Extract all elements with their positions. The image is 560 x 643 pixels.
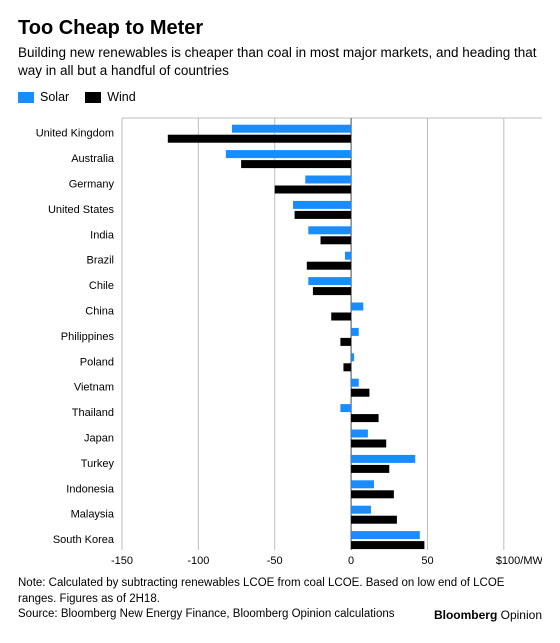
category-label: Vietnam [74,382,114,394]
category-label: China [85,306,115,318]
bar-solar [351,430,368,438]
brand: Bloomberg Opinion [434,607,542,623]
bar-solar [293,201,351,209]
chart-plot: -150 -100 -50 0 50 $100/MWh United Kingdom Aust… [18,112,542,570]
category-label: United Kingdom [36,128,114,140]
x-tick-label: 50 [421,555,433,567]
bar-solar [226,151,351,159]
x-tick-label: -50 [267,555,283,567]
category-label: South Korea [53,535,115,547]
category-label: Chile [89,281,114,293]
bar-solar [345,252,351,260]
category-label: Australia [71,154,115,166]
chart-subtitle: Building new renewables is cheaper than … [18,44,542,80]
bar-wind [168,135,351,143]
x-tick-label: -100 [187,555,209,567]
legend-label-solar: Solar [40,90,69,104]
bar-solar [340,405,351,413]
bar-wind [351,465,389,473]
legend: Solar Wind [18,90,542,104]
bar-wind [275,186,351,194]
bar-solar [232,125,351,133]
brand-light: Opinion [501,608,542,622]
bar-wind [321,237,352,245]
bar-solar [351,354,354,362]
bar-wind [307,262,351,270]
bar-solar [351,303,363,311]
bar-wind [351,491,394,499]
legend-item-solar: Solar [18,90,69,104]
legend-label-wind: Wind [107,90,135,104]
category-label: Indonesia [66,484,115,496]
bar-wind [313,288,351,296]
category-label: Poland [80,357,114,369]
category-label: Turkey [81,458,115,470]
chart-title: Too Cheap to Meter [18,16,542,40]
x-tick-label: $100/MWh [496,555,542,567]
bar-solar [351,506,371,514]
bar-wind [241,161,351,169]
brand-bold: Bloomberg [434,608,497,622]
bar-wind [340,338,351,346]
bar-solar [351,532,420,540]
x-tick-label: 0 [348,555,354,567]
x-tick-label: -150 [111,555,133,567]
category-label: India [90,230,115,242]
bar-solar [351,481,374,489]
category-label: Japan [84,433,114,445]
bar-wind [351,415,378,423]
category-label: Germany [69,179,115,191]
bar-wind [295,211,352,219]
chart-svg: -150 -100 -50 0 50 $100/MWh United Kingdom Aust… [18,112,542,570]
bar-solar [308,278,351,286]
bar-solar [305,176,351,184]
category-label: Philippines [61,331,115,343]
legend-wind-swatch [85,92,101,103]
bar-wind [351,542,424,550]
bar-wind [351,440,386,448]
footer-note: Note: Calculated by subtracting renewabl… [18,576,542,607]
category-label: Malaysia [71,509,115,521]
bar-solar [351,328,359,336]
chart-container: Too Cheap to Meter Building new renewabl… [0,0,560,641]
legend-swatch-solar [18,92,34,103]
bar-solar [351,455,415,463]
category-label: Thailand [72,408,114,420]
category-label: United States [48,204,115,216]
legend-item-wind: Wind [85,90,135,104]
bar-wind [343,364,351,372]
bar-wind [331,313,351,321]
bar-solar [351,379,359,387]
category-label: Brazil [86,255,114,267]
bar-wind [351,516,397,524]
bar-solar [308,227,351,235]
chart-footer: Note: Calculated by subtracting renewabl… [18,576,542,623]
bar-wind [351,389,369,397]
